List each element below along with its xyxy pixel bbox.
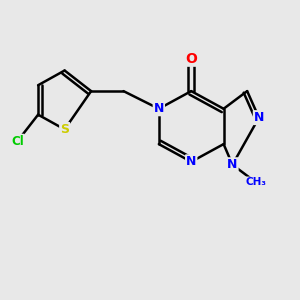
Text: N: N [154, 102, 164, 115]
Text: N: N [186, 155, 196, 168]
Text: N: N [254, 111, 264, 124]
Text: S: S [60, 123, 69, 136]
Text: Cl: Cl [11, 135, 24, 148]
Text: O: O [185, 52, 197, 66]
Text: N: N [227, 158, 238, 171]
Text: CH₃: CH₃ [245, 177, 266, 188]
